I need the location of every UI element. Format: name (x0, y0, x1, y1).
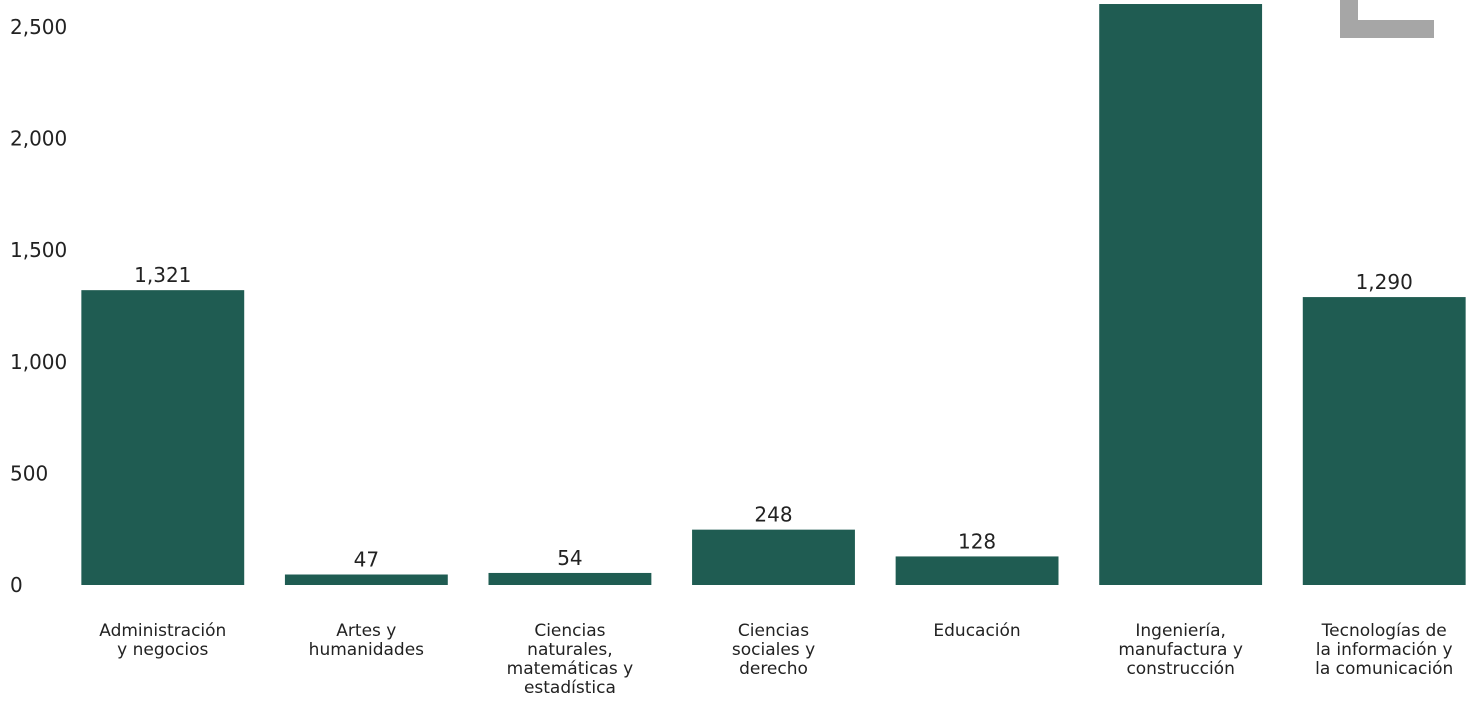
y-tick-label: 1,000 (10, 350, 67, 374)
y-tick-label: 1,500 (10, 238, 67, 262)
x-tick-label: Administración y negocios (99, 621, 227, 660)
y-tick-label: 2,000 (10, 127, 67, 151)
value-label: 54 (557, 546, 582, 570)
value-label: 47 (354, 548, 379, 572)
x-tick-label: Educación (933, 621, 1021, 641)
x-tick-label: Tecnologías de la información y la comun… (1315, 621, 1454, 679)
x-tick-label: Ingeniería, manufactura y construcción (1118, 621, 1243, 679)
bar (488, 572, 652, 585)
bar (284, 574, 448, 585)
x-tick-label: Ciencias sociales y derecho (731, 621, 816, 679)
value-label: 1,290 (1356, 270, 1413, 294)
y-tick-label: 2,500 (10, 15, 67, 39)
x-tick-label: Ciencias naturales, matemáticas y estadí… (506, 621, 634, 698)
bar (692, 529, 855, 585)
bar (895, 556, 1059, 585)
x-tick-label: Artes y humanidades (308, 621, 425, 660)
corner-decoration (1340, 0, 1434, 38)
bar (81, 290, 245, 585)
value-label: 248 (754, 503, 792, 527)
value-label: 128 (958, 529, 996, 553)
bar (1302, 297, 1466, 585)
y-tick-label: 0 (10, 573, 23, 597)
y-tick-label: 500 (10, 461, 48, 485)
bar (1099, 4, 1263, 585)
value-label: 1,321 (134, 263, 191, 287)
